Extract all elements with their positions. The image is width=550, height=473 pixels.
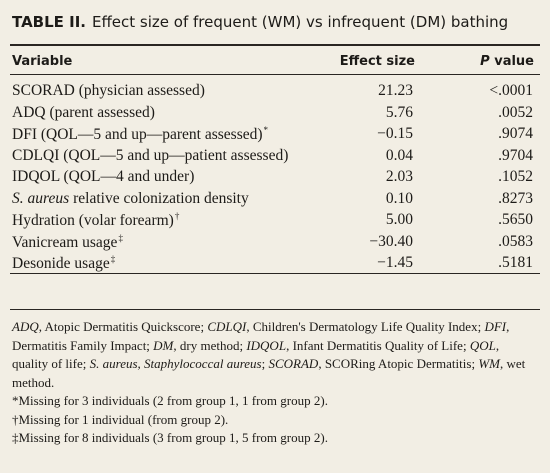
abbreviation: ADQ — [12, 319, 39, 334]
definition: , Dermatitis Family Impact; — [12, 319, 513, 353]
definition: , quality of life; — [12, 337, 503, 372]
p-value-cell: .1052 — [498, 168, 533, 185]
variable-label: ADQ (parent assessed) — [12, 103, 155, 121]
abbreviation: SCORAD — [268, 356, 319, 371]
effect-cell: −0.15 — [377, 125, 413, 142]
header-cell: Effect size — [339, 54, 415, 69]
footnote-mark: ‡ — [110, 254, 116, 264]
p-value-cell: <.0001 — [489, 82, 533, 99]
variable-label: DFI (QOL—5 and up—parent assessed) — [12, 126, 263, 144]
variable-cell: Vanicream usage‡ — [12, 233, 123, 252]
effect-cell: 21.23 — [378, 82, 413, 99]
variable-label: SCORAD (physician assessed) — [12, 82, 205, 99]
definition: , wet method. — [12, 356, 529, 390]
abbreviation: DFI — [484, 319, 507, 334]
header-value: value — [494, 54, 534, 69]
abbreviation: QOL — [469, 337, 496, 353]
variable-label: relative colonization density — [73, 189, 249, 207]
definition: ; — [261, 356, 269, 371]
notes: *Missing for 3 individuals (2 from group… — [12, 392, 536, 448]
rule — [10, 74, 540, 75]
p-value-cell: .9074 — [498, 125, 533, 142]
abbreviation: CDLQI — [207, 319, 247, 334]
abbreviation: S. aureus, Staphylococcal aureus — [89, 356, 262, 371]
p-value-cell: .8273 — [498, 189, 533, 207]
p-value-cell: .0052 — [498, 103, 533, 121]
footnote-mark: † — [174, 211, 180, 221]
definition: , dry method; — [173, 337, 247, 353]
variable-cell: IDQOL (QOL—4 and under) — [12, 168, 194, 186]
table-title: TABLE II. Effect size of frequent (WM) vs… — [12, 13, 508, 31]
effect-cell: −1.45 — [377, 254, 413, 271]
effect-cell: 0.10 — [385, 189, 413, 207]
footnote-mark: * — [263, 125, 269, 135]
variable-italic: S. aureus — [12, 189, 70, 207]
definition: , SCORing Atopic Dermatitis; — [318, 356, 479, 371]
rule — [10, 273, 540, 274]
effect-cell: 2.03 — [385, 168, 413, 185]
variable-cell: Desonide usage‡ — [12, 254, 115, 273]
variable-label: Vanicream usage — [12, 233, 118, 251]
footnotes: ADQ, Atopic Dermatitis Quickscore; CDLQI… — [12, 318, 536, 448]
definition: , Children's Dermatology Life Quality In… — [246, 319, 485, 334]
variable-cell: SCORAD (physician assessed) — [12, 82, 205, 100]
p-value-cell: .5181 — [498, 254, 533, 271]
definition: , Infant Dermatitis Quality of Life; — [286, 337, 470, 353]
rule — [10, 44, 540, 46]
abbreviation: IDQOL — [246, 337, 287, 353]
effect-cell: −30.40 — [369, 232, 413, 250]
header-cell: P value — [480, 54, 534, 69]
variable-cell: ADQ (parent assessed) — [12, 104, 155, 122]
footnote: †Missing for 1 individual (from group 2)… — [12, 411, 229, 427]
footnote-mark: ‡ — [118, 232, 123, 243]
header-p: P — [480, 54, 490, 69]
abbreviations: ADQ, Atopic Dermatitis Quickscore; CDLQI… — [12, 318, 536, 392]
p-value-cell: .5650 — [498, 211, 533, 228]
p-value-cell: .9704 — [498, 146, 533, 164]
definition: , Atopic Dermatitis Quickscore; — [38, 319, 208, 334]
footnote: ‡Missing for 8 individuals (3 from group… — [12, 430, 328, 445]
table-label: TABLE II. — [12, 13, 86, 31]
header-cell: Variable — [12, 54, 73, 69]
abbreviation: WM — [478, 356, 500, 371]
variable-cell: DFI (QOL—5 and up—parent assessed)* — [12, 125, 268, 144]
effect-cell: 5.00 — [385, 211, 413, 228]
p-value-cell: .0583 — [498, 232, 533, 250]
footnote: *Missing for 3 individuals (2 from group… — [12, 393, 328, 408]
variable-label: CDLQI (QOL—5 and up—patient assessed) — [12, 146, 289, 164]
effect-cell: 0.04 — [385, 146, 413, 164]
effect-cell: 5.76 — [385, 103, 413, 121]
rule — [10, 309, 540, 310]
variable-cell: CDLQI (QOL—5 and up—patient assessed) — [12, 147, 288, 165]
variable-label: IDQOL (QOL—4 and under) — [12, 168, 195, 185]
title-text: Effect size of frequent (WM) vs infreque… — [92, 13, 509, 31]
variable-cell: S. aureus relative colonization density — [12, 190, 249, 208]
variable-label: Hydration (volar forearm) — [12, 212, 174, 230]
variable-cell: Hydration (volar forearm)† — [12, 211, 179, 230]
variable-label: Desonide usage — [12, 255, 110, 273]
abbreviation: DM — [153, 337, 174, 353]
